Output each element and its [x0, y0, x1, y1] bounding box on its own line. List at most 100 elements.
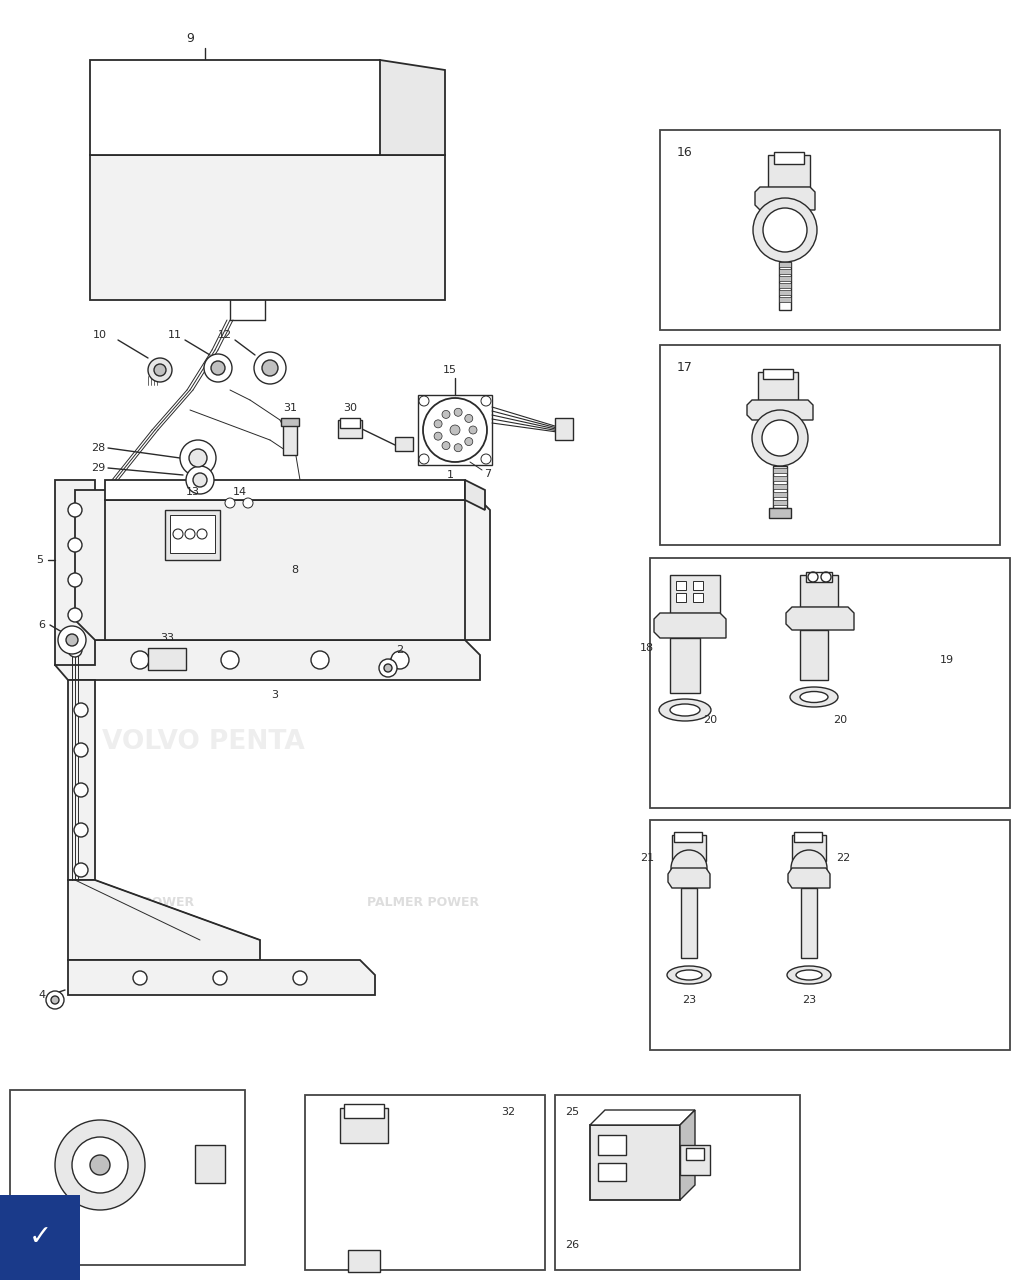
Circle shape [390, 652, 409, 669]
Circle shape [423, 398, 486, 462]
Text: PROPERTY OF: PROPERTY OF [132, 655, 294, 676]
Circle shape [211, 361, 225, 375]
Polygon shape [380, 60, 444, 155]
Bar [394, 436, 413, 451]
Circle shape [148, 358, 172, 381]
Text: 1: 1 [446, 470, 453, 480]
Circle shape [419, 454, 429, 465]
Circle shape [213, 972, 227, 986]
Bar [692, 593, 702, 602]
Bar [589, 1125, 680, 1201]
Circle shape [453, 444, 462, 452]
Polygon shape [68, 960, 375, 995]
Bar [805, 572, 832, 582]
Bar [554, 1094, 799, 1270]
Bar [772, 492, 787, 497]
Circle shape [154, 364, 166, 376]
Text: 33: 33 [160, 634, 174, 643]
Circle shape [46, 991, 64, 1009]
Bar [779, 283, 790, 288]
Bar [676, 593, 686, 602]
Text: 11: 11 [168, 330, 181, 340]
Circle shape [481, 396, 490, 406]
Circle shape [90, 1155, 110, 1175]
Circle shape [311, 652, 329, 669]
Bar [772, 468, 787, 474]
Text: 22: 22 [835, 852, 849, 863]
Circle shape [790, 850, 826, 886]
Bar [669, 575, 719, 613]
Polygon shape [653, 613, 726, 637]
Text: 15: 15 [442, 365, 457, 375]
Circle shape [449, 425, 460, 435]
Text: 5: 5 [37, 556, 44, 564]
Text: 12: 12 [218, 330, 232, 340]
Bar [692, 581, 702, 590]
Circle shape [55, 1120, 145, 1210]
Text: ✓: ✓ [29, 1222, 52, 1251]
Circle shape [434, 420, 441, 428]
Bar [779, 297, 790, 302]
Text: 14: 14 [232, 486, 247, 497]
Circle shape [66, 634, 77, 646]
Circle shape [204, 355, 231, 381]
Polygon shape [55, 480, 95, 666]
Circle shape [243, 498, 253, 508]
Circle shape [51, 996, 59, 1004]
Circle shape [469, 426, 477, 434]
Circle shape [453, 408, 462, 416]
Text: 29: 29 [91, 463, 105, 474]
Polygon shape [105, 480, 465, 500]
Bar [779, 262, 790, 268]
Polygon shape [68, 881, 260, 960]
Bar [554, 419, 573, 440]
Bar [768, 508, 790, 518]
Circle shape [465, 438, 473, 445]
Ellipse shape [795, 970, 821, 980]
Text: 10: 10 [93, 330, 107, 340]
Bar [680, 1146, 709, 1175]
Text: 21: 21 [639, 852, 653, 863]
Ellipse shape [658, 699, 710, 721]
Bar [772, 466, 787, 508]
Circle shape [58, 626, 86, 654]
Bar [337, 420, 362, 438]
Ellipse shape [666, 966, 710, 984]
Bar [305, 1094, 544, 1270]
Polygon shape [589, 1110, 694, 1125]
Circle shape [441, 411, 449, 419]
Bar [280, 419, 299, 426]
Text: 28: 28 [91, 443, 105, 453]
Bar [148, 648, 185, 669]
Text: 32: 32 [500, 1107, 515, 1117]
Text: 20: 20 [702, 716, 716, 724]
Polygon shape [788, 868, 829, 888]
Circle shape [752, 198, 816, 262]
Text: 2: 2 [396, 645, 404, 655]
Ellipse shape [799, 691, 827, 703]
Bar [773, 152, 803, 164]
Text: 19: 19 [940, 655, 953, 666]
Circle shape [72, 1137, 127, 1193]
Circle shape [254, 352, 285, 384]
Bar [772, 484, 787, 489]
Bar [343, 1103, 383, 1117]
Circle shape [751, 410, 807, 466]
Circle shape [225, 498, 234, 508]
Circle shape [193, 474, 207, 486]
Ellipse shape [790, 687, 838, 707]
Circle shape [74, 863, 88, 877]
Bar [681, 888, 696, 957]
Polygon shape [68, 680, 95, 881]
Circle shape [74, 823, 88, 837]
Text: 18: 18 [639, 643, 653, 653]
Bar [799, 575, 838, 607]
Bar [418, 396, 491, 465]
Circle shape [185, 466, 214, 494]
Ellipse shape [676, 970, 701, 980]
Text: 31: 31 [282, 403, 297, 413]
Circle shape [179, 440, 216, 476]
Bar [779, 262, 790, 310]
Bar [779, 276, 790, 282]
Bar [347, 1251, 380, 1272]
